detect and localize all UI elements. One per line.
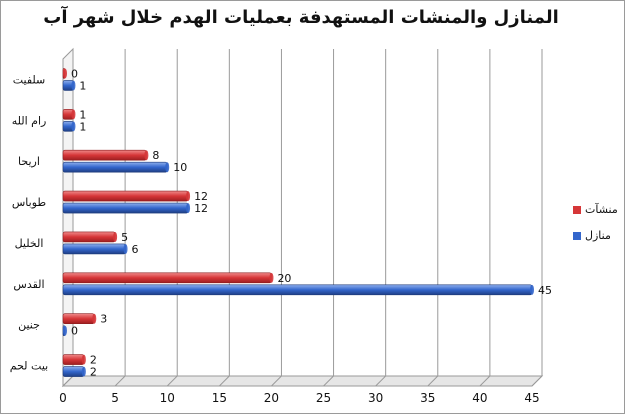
- data-label: 1: [79, 120, 86, 133]
- legend-item-structures: منشآت: [561, 203, 623, 219]
- bar-houses-cap: [81, 366, 86, 377]
- grid-foot: [62, 375, 74, 387]
- data-label: 0: [71, 325, 78, 338]
- bar-structures-cap: [186, 191, 191, 202]
- data-label: 1: [79, 79, 86, 92]
- category-label: بيت لحم: [10, 360, 48, 373]
- legend-swatch-structures: [573, 206, 581, 214]
- grid-foot: [427, 375, 439, 387]
- legend-label-structures: منشآت: [585, 203, 618, 216]
- bar-houses-cap: [123, 243, 128, 254]
- legend-swatch-houses: [573, 232, 581, 240]
- grid-foot: [479, 375, 491, 387]
- data-label: 6: [132, 243, 139, 256]
- data-label: 45: [538, 284, 552, 297]
- bar-structures: [62, 190, 189, 202]
- data-label: 2: [90, 366, 97, 379]
- category-label: رام الله: [12, 114, 47, 127]
- grid-foot: [218, 375, 230, 387]
- grid-foot: [531, 375, 543, 387]
- x-tick-label: 30: [368, 391, 383, 405]
- x-tick-label: 15: [212, 391, 227, 405]
- bar-structures-cap: [81, 354, 86, 365]
- bar-structures: [62, 231, 116, 243]
- bar-structures-cap: [269, 272, 274, 283]
- data-label: 10: [173, 161, 187, 174]
- bar-houses-cap: [71, 121, 76, 132]
- bar-structures: [62, 149, 147, 161]
- x-tick-label: 35: [420, 391, 435, 405]
- grid-foot: [271, 375, 282, 387]
- axis-floor: [61, 375, 544, 387]
- x-tick-label: 20: [264, 391, 279, 405]
- x-tick-label: 45: [524, 391, 539, 405]
- bar-houses: [62, 202, 189, 214]
- x-tick-label: 40: [472, 391, 487, 405]
- bar-structures-cap: [113, 231, 118, 242]
- category-label: القدس: [13, 278, 44, 291]
- bar-structures: [62, 354, 85, 365]
- data-label: 1: [79, 108, 86, 121]
- bar-houses-cap: [71, 80, 76, 91]
- data-label: 5: [121, 231, 128, 244]
- legend: منشآت منازل: [561, 203, 623, 255]
- category-label: جنين: [18, 319, 40, 332]
- x-tick-label: 25: [316, 391, 331, 405]
- x-tick-label: 5: [111, 391, 119, 405]
- bar-houses-cap: [186, 203, 191, 214]
- bar-structures: [62, 313, 95, 324]
- bar-structures-cap: [92, 313, 97, 324]
- category-label: اريحا: [18, 155, 40, 168]
- x-tick-label: 0: [59, 391, 67, 405]
- grid-foot: [166, 375, 178, 387]
- data-label: 12: [194, 190, 208, 203]
- grid-foot: [114, 375, 126, 387]
- category-label: الخليل: [15, 237, 44, 250]
- data-label: 2: [90, 354, 97, 367]
- bar-houses-cap: [63, 325, 67, 336]
- bar-houses-cap: [530, 284, 534, 295]
- legend-label-houses: منازل: [585, 229, 611, 242]
- bar-houses: [62, 243, 126, 255]
- category-label: سلفيت: [13, 73, 46, 86]
- bar-houses: [62, 366, 85, 377]
- bar-houses-cap: [165, 162, 170, 173]
- legend-item-houses: منازل: [561, 229, 623, 245]
- data-label: 3: [100, 313, 107, 326]
- bar-houses: [62, 161, 168, 173]
- data-label: 20: [277, 272, 291, 285]
- category-label: طوباس: [12, 196, 47, 209]
- grid-foot: [375, 375, 387, 387]
- bar-structures-cap: [71, 109, 76, 120]
- data-label: 8: [152, 149, 159, 162]
- data-label: 12: [194, 202, 208, 215]
- grid-foot: [323, 375, 334, 387]
- bar-houses: [62, 284, 533, 296]
- chart-title: المنازل والمنشات المستهدفة بعمليات الهدم…: [43, 7, 559, 28]
- data-label: 0: [71, 67, 78, 80]
- x-tick-label: 10: [160, 391, 175, 405]
- bar-structures-cap: [144, 150, 149, 161]
- bar-structures: [62, 272, 272, 284]
- bar-structures-cap: [63, 68, 67, 79]
